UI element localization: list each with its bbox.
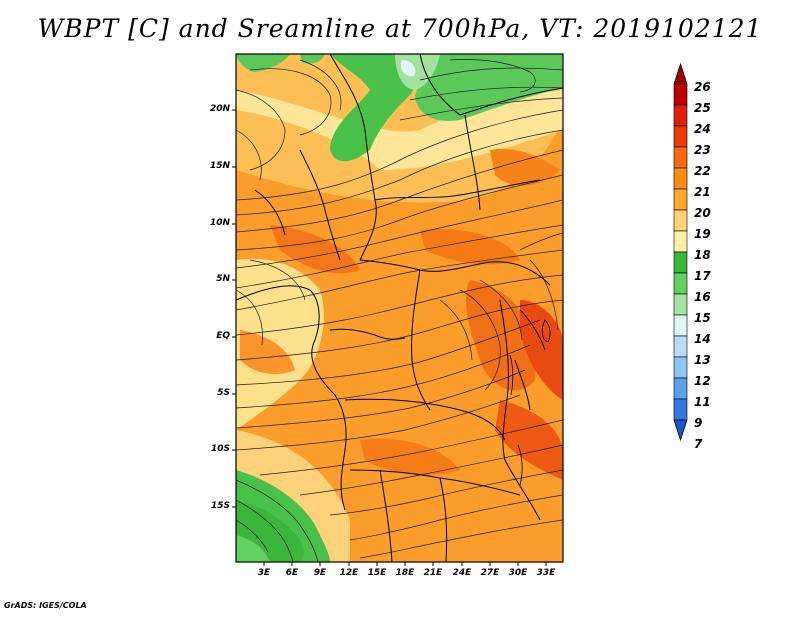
lakes xyxy=(509,319,551,486)
colorbar-tick-label: 26 xyxy=(694,80,711,94)
lat-label: 10S xyxy=(210,444,230,454)
colorbar-tick-label: 24 xyxy=(694,122,711,136)
lat-label: 15S xyxy=(210,501,230,511)
colorbar-segment xyxy=(673,272,688,295)
lon-label: 27E xyxy=(480,568,500,578)
colorbar-arrow-bottom xyxy=(673,419,688,442)
lat-label: 10N xyxy=(209,218,230,228)
lat-label: 5N xyxy=(216,274,230,284)
colorbar-segment xyxy=(673,146,688,169)
colorbar-tick-label: 23 xyxy=(694,143,711,157)
lon-label: 6E xyxy=(285,568,299,578)
lon-label: 21E xyxy=(423,568,443,578)
lon-label: 12E xyxy=(339,568,359,578)
lon-label: 18E xyxy=(395,568,415,578)
colorbar-segment xyxy=(673,377,688,400)
colorbar-segment xyxy=(673,251,688,274)
colorbar-segment xyxy=(673,314,688,337)
colorbar-segment xyxy=(673,167,688,190)
colorbar-tick-label: 19 xyxy=(694,227,711,241)
lat-label: 15N xyxy=(209,161,230,171)
colorbar-tick-label: 7 xyxy=(694,437,703,451)
colorbar-tick-label: 16 xyxy=(694,290,711,304)
colorbar-tick-label: 21 xyxy=(694,185,711,199)
colorbar-tick-label: 12 xyxy=(694,374,711,388)
colorbar-segment xyxy=(673,335,688,358)
colorbar-tick-label: 14 xyxy=(694,332,711,346)
lon-label: 33E xyxy=(536,568,556,578)
lon-label: 3E xyxy=(257,568,271,578)
colorbar-tick-label: 22 xyxy=(694,164,711,178)
colorbar-segment xyxy=(673,293,688,316)
streamlines xyxy=(236,59,563,562)
colorbar-tick-label: 17 xyxy=(694,269,711,283)
lon-label: 24E xyxy=(452,568,472,578)
map-frame xyxy=(235,53,564,563)
colorbar-arrow-top xyxy=(673,62,688,85)
colorbar-segment xyxy=(673,356,688,379)
colorbar-segment xyxy=(673,209,688,232)
colorbar-segment xyxy=(673,398,688,421)
colorbar-tick-label: 25 xyxy=(694,101,711,115)
colorbar-tick-label: 11 xyxy=(694,395,711,409)
colorbar-segment xyxy=(673,83,688,106)
colorbar-segment xyxy=(673,230,688,253)
grads-credit: GrADS: IGES/COLA xyxy=(4,601,87,610)
colorbar-segment xyxy=(673,104,688,127)
chart-title: WBPT [C] and Sreamline at 700hPa, VT: 20… xyxy=(37,14,763,43)
lon-label: 30E xyxy=(508,568,528,578)
colorbar-tick-label: 13 xyxy=(694,353,711,367)
colorbar-segment xyxy=(673,188,688,211)
lat-label: EQ xyxy=(216,331,230,341)
lon-label: 15E xyxy=(367,568,387,578)
colorbar-tick-label: 20 xyxy=(694,206,711,220)
colorbar-tick-label: 9 xyxy=(694,416,703,430)
country-borders xyxy=(236,54,563,562)
colorbar-tick-label: 18 xyxy=(694,248,711,262)
lat-label: 20N xyxy=(209,104,230,114)
colorbar-segment xyxy=(673,125,688,148)
lat-label: 5S xyxy=(217,388,230,398)
axis-ticks xyxy=(232,109,547,566)
lon-label: 9E xyxy=(313,568,327,578)
colorbar-tick-label: 15 xyxy=(694,311,711,325)
